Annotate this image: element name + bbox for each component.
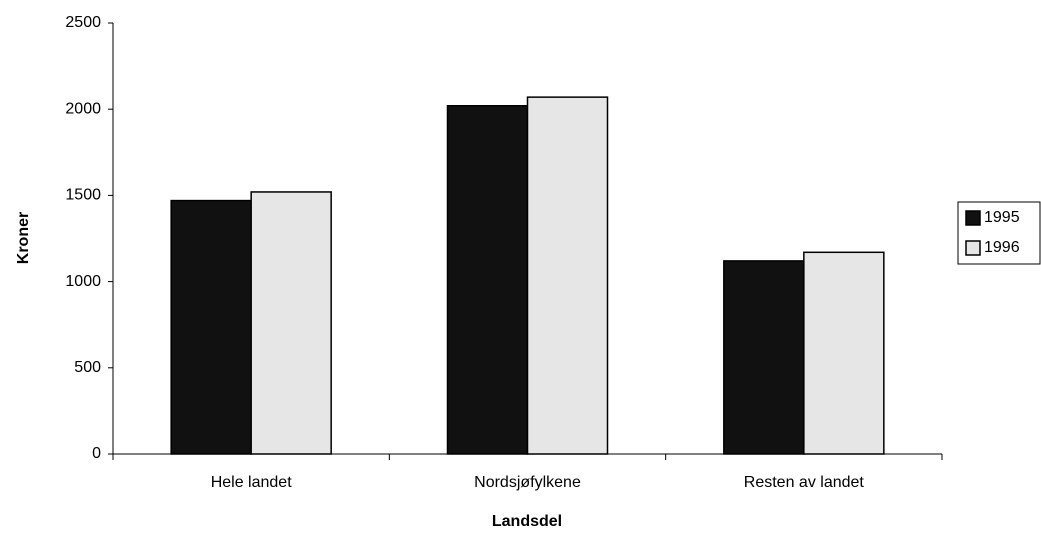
y-tick-label: 0 xyxy=(92,445,101,462)
y-tick-label: 2000 xyxy=(65,100,101,117)
bar xyxy=(526,96,609,455)
legend-swatch xyxy=(965,240,981,256)
legend-label: 1995 xyxy=(984,209,1020,226)
y-tick-label: 1000 xyxy=(65,273,101,290)
y-axis-title: Kroner xyxy=(15,212,32,264)
bar xyxy=(446,105,529,455)
legend-swatch xyxy=(965,210,981,226)
x-tick-label: Resten av landet xyxy=(744,474,865,491)
x-tick-label: Nordsjøfylkene xyxy=(474,474,581,491)
y-tick-label: 2500 xyxy=(65,14,101,31)
bar xyxy=(803,251,885,455)
legend-label: 1996 xyxy=(984,239,1020,256)
y-tick-label: 1500 xyxy=(65,187,101,204)
x-axis-title: Landsdel xyxy=(492,513,562,530)
bar xyxy=(250,191,332,455)
bar xyxy=(170,199,252,455)
x-tick-label: Hele landet xyxy=(211,474,293,491)
y-tick-label: 500 xyxy=(74,359,101,376)
bar xyxy=(723,260,805,455)
